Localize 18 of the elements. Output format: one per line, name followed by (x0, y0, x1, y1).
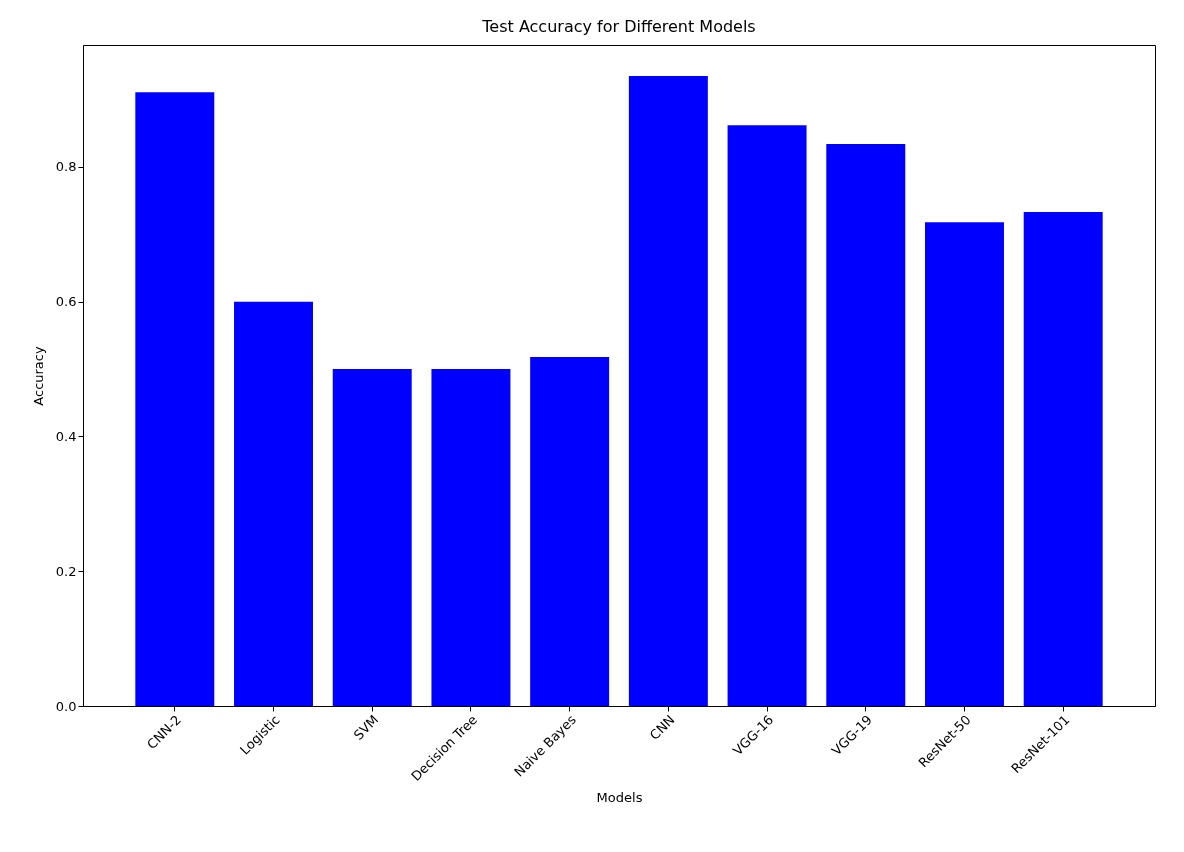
bar (431, 369, 511, 706)
y-axis-title: Accuracy (30, 346, 46, 406)
bar (135, 92, 215, 706)
x-axis-title: Models (596, 789, 643, 805)
bar (925, 222, 1004, 706)
bar (1023, 212, 1103, 706)
bar (727, 125, 807, 706)
bar (826, 144, 906, 706)
bar (332, 369, 412, 706)
bar (628, 75, 708, 706)
y-tick-label: 0.8 (55, 159, 77, 175)
bar (530, 356, 610, 706)
y-tick-label: 0.2 (55, 563, 77, 579)
bar (234, 301, 313, 706)
chart-title: Test Accuracy for Different Models (481, 17, 756, 36)
y-tick-label: 0.0 (55, 698, 77, 714)
y-tick-label: 0.4 (55, 428, 77, 444)
y-tick-label: 0.6 (55, 294, 77, 310)
